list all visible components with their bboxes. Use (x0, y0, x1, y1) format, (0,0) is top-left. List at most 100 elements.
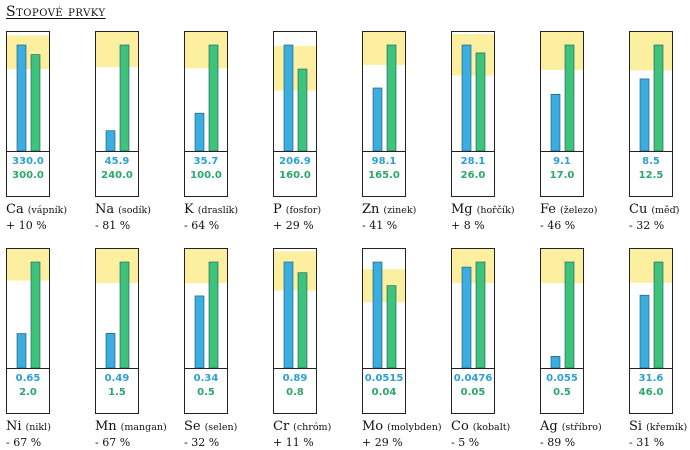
target-value: 0.05 (460, 387, 486, 398)
reference-range-band (630, 249, 672, 283)
target-value: 165.0 (368, 170, 400, 181)
bar-chart (630, 249, 672, 368)
reference-range-band (630, 32, 672, 71)
element-card-p: 206.9 160.0 P (fosfor) + 29 % (273, 31, 363, 233)
reference-range-band (541, 249, 583, 284)
reference-range-band (7, 35, 49, 70)
percent-difference: + 8 % (451, 219, 485, 232)
element-name: (zinek) (383, 205, 417, 216)
element-name: (fosfor) (285, 205, 322, 216)
actual-value: 330.0 (12, 156, 44, 167)
bar-chart (7, 249, 49, 368)
bar-actual (550, 93, 561, 151)
bar-target (653, 44, 664, 151)
element-symbol: Ca (6, 202, 24, 217)
actual-value: 31.6 (638, 373, 664, 384)
reference-range-band (452, 249, 494, 284)
element-label: Cr (chróm) + 11 % (273, 418, 331, 450)
bar-actual (550, 356, 561, 368)
value-readout: 0.89 0.8 (274, 368, 316, 413)
element-chart-box: 31.6 46.0 (629, 248, 673, 414)
bar-target (119, 44, 130, 151)
element-name: (kobalt) (472, 422, 511, 433)
actual-value: 45.9 (104, 156, 130, 167)
actual-value: 0.49 (104, 373, 130, 384)
target-value: 46.0 (638, 387, 664, 398)
target-value: 17.0 (549, 170, 575, 181)
element-chart-box: 98.1 165.0 (362, 31, 406, 197)
percent-difference: - 32 % (184, 436, 220, 449)
value-readout: 0.055 0.5 (541, 368, 583, 413)
element-label: Ca (vápník) + 10 % (6, 201, 67, 233)
target-value: 0.8 (286, 387, 304, 398)
element-chart-box: 0.65 2.0 (6, 248, 50, 414)
bar-chart-area (363, 32, 405, 151)
bar-chart-area (452, 32, 494, 151)
element-card-co: 0.0476 0.05 Co (kobalt) - 5 % (451, 248, 541, 450)
element-chart-box: 206.9 160.0 (273, 31, 317, 197)
element-label: P (fosfor) + 29 % (273, 201, 321, 233)
actual-value: 0.65 (15, 373, 41, 384)
actual-value: 0.055 (546, 373, 578, 384)
element-label: K (draslík) - 64 % (184, 201, 238, 233)
element-card-fe: 9.1 17.0 Fe (železo) - 46 % (540, 31, 630, 232)
percent-difference: + 29 % (362, 436, 403, 449)
percent-difference: - 31 % (629, 436, 665, 449)
reference-range-band (96, 249, 138, 284)
element-name: (nikl) (25, 422, 51, 433)
page-title: Stopové prvky (6, 4, 106, 20)
reference-range-band (7, 249, 49, 281)
actual-value: 0.0515 (364, 373, 404, 384)
element-label: Co (kobalt) - 5 % (451, 418, 510, 450)
element-symbol: Mo (362, 419, 384, 434)
percent-difference: - 67 % (6, 436, 42, 449)
element-chart-box: 0.0515 0.04 (362, 248, 406, 414)
element-chart-box: 28.1 26.0 (451, 31, 495, 197)
element-label: Ni (nikl) - 67 % (6, 418, 51, 450)
element-card-zn: 98.1 165.0 Zn (zinek) - 41 % (362, 31, 452, 232)
element-symbol: Zn (362, 202, 380, 217)
element-symbol: P (273, 202, 282, 217)
reference-range-band (96, 32, 138, 68)
value-readout: 35.7 100.0 (185, 151, 227, 196)
target-value: 1.5 (108, 387, 126, 398)
bar-chart (541, 249, 583, 368)
element-name: (železo) (560, 205, 598, 216)
element-name: (mangan) (120, 422, 167, 433)
bar-chart (96, 32, 138, 151)
percent-difference: - 41 % (362, 219, 398, 232)
bar-target (297, 272, 308, 368)
bar-actual (461, 266, 472, 368)
element-card-na: 45.9 240.0 Na (sodík) - 81 % (95, 31, 185, 232)
actual-value: 206.9 (279, 156, 311, 167)
element-chart-box: 0.49 1.5 (95, 248, 139, 414)
percent-difference: - 67 % (95, 436, 131, 449)
element-name: (molybden) (387, 422, 442, 433)
element-name: (chróm) (293, 422, 332, 433)
bar-target (297, 68, 308, 151)
element-card-mg: 28.1 26.0 Mg (hořčík) + 8 % (451, 31, 541, 232)
bar-actual (639, 78, 650, 151)
reference-range-band (274, 251, 316, 291)
element-label: Se (selen) - 32 % (184, 418, 237, 450)
bar-chart (274, 44, 316, 151)
value-readout: 45.9 240.0 (96, 151, 138, 196)
target-value: 0.5 (553, 387, 571, 398)
element-card-mo: 0.0515 0.04 Mo (molybden) + 29 % (362, 248, 452, 449)
element-card-cr: 0.89 0.8 Cr (chróm) + 11 % (273, 248, 363, 450)
element-label: Cu (měď) - 32 % (629, 201, 679, 233)
bar-chart (452, 249, 494, 368)
bar-actual (194, 295, 205, 368)
bar-chart (274, 251, 316, 368)
element-chart-box: 330.0 300.0 (6, 31, 50, 197)
bar-target (475, 261, 486, 368)
bar-chart-area (274, 249, 316, 368)
target-value: 240.0 (101, 170, 133, 181)
element-chart-box: 0.055 0.5 (540, 248, 584, 414)
reference-range-band (363, 32, 405, 65)
actual-value: 0.89 (282, 373, 308, 384)
bar-chart-area (541, 32, 583, 151)
element-name: (křemík) (646, 422, 688, 433)
value-readout: 206.9 160.0 (274, 151, 316, 196)
element-symbol: Mn (95, 419, 117, 434)
